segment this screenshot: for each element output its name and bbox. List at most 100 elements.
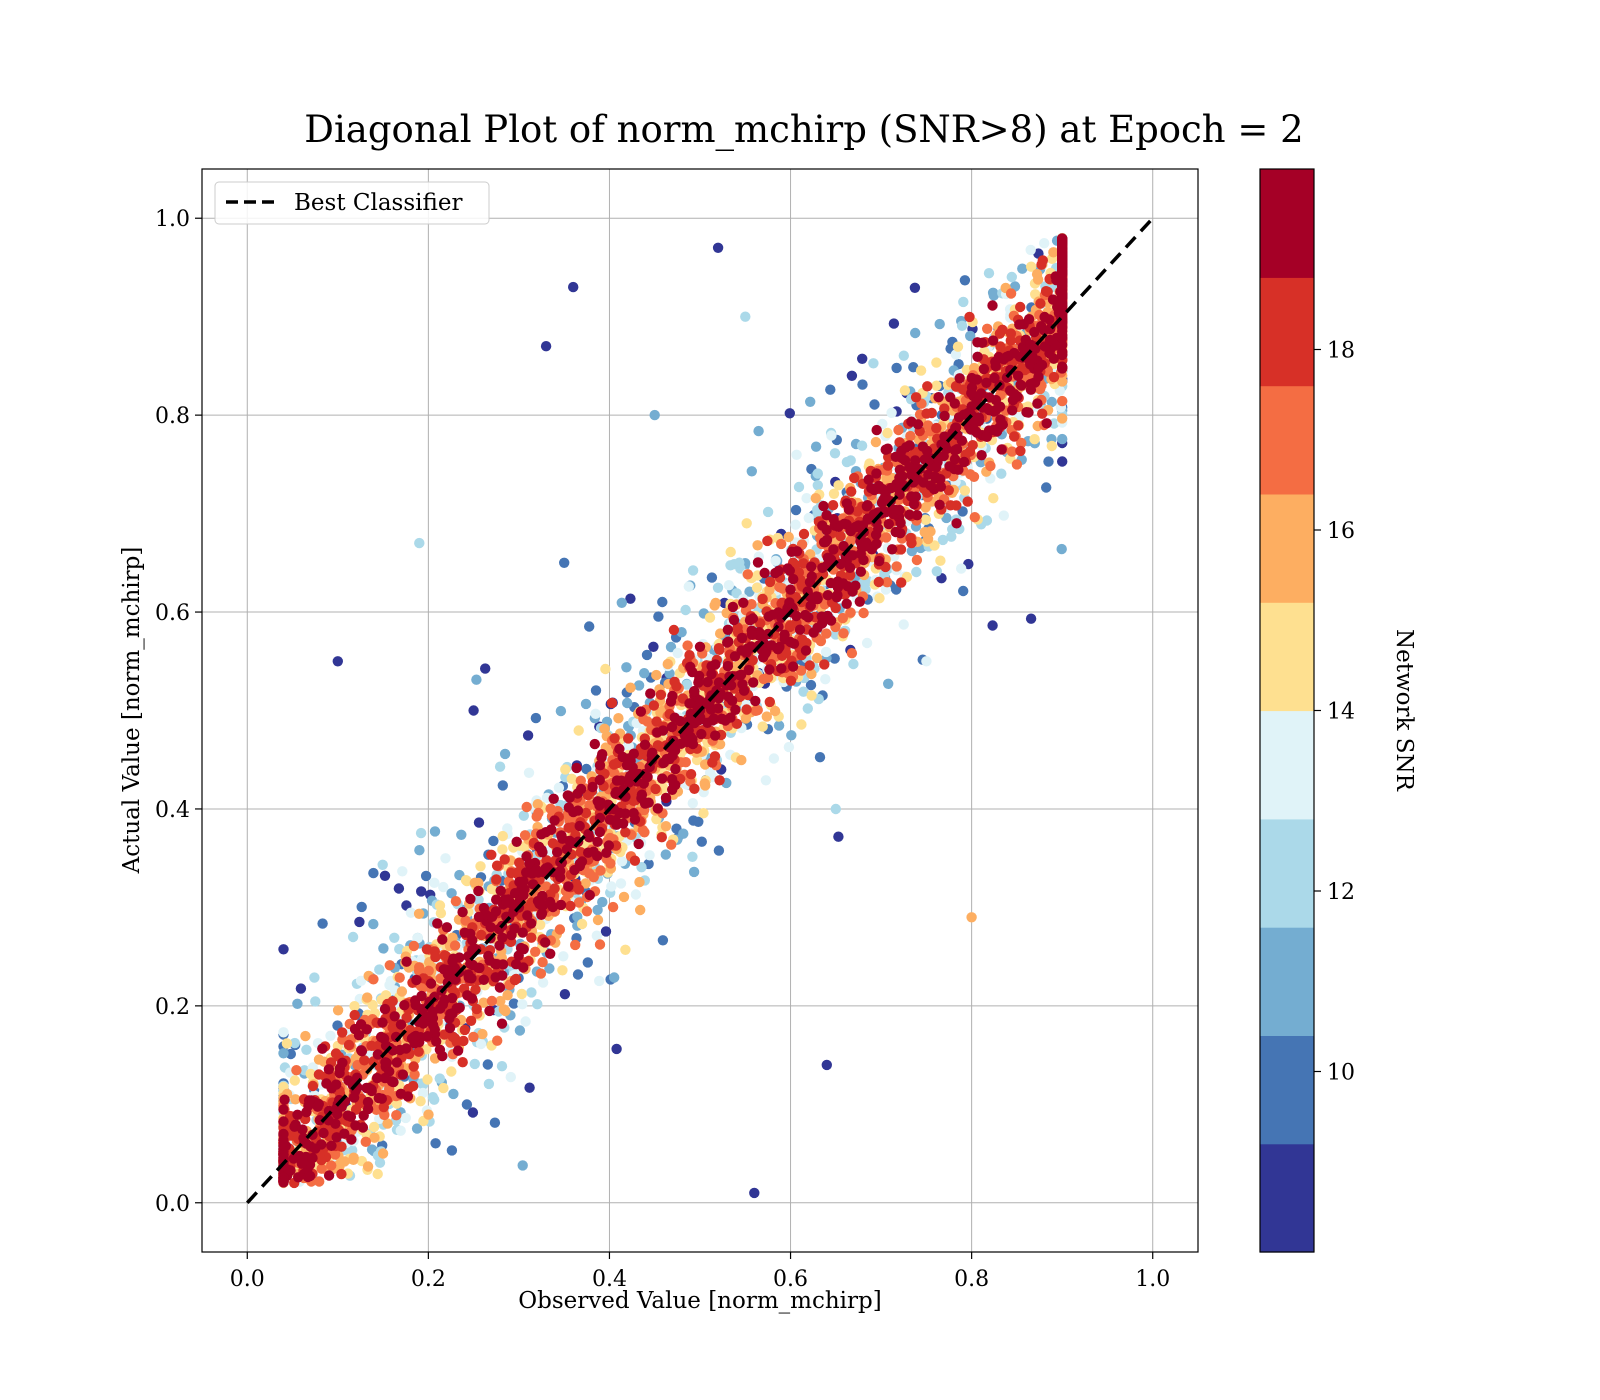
data-point [427,1019,439,1031]
data-point [727,695,738,706]
data-point [387,996,398,1007]
data-point [1036,259,1047,270]
data-point [382,1118,393,1129]
data-point [332,656,343,667]
data-point [987,300,998,311]
data-point [983,268,995,279]
data-point [608,759,620,770]
data-point [723,580,735,591]
data-point [625,682,636,693]
data-point [590,685,602,696]
data-point [830,602,841,614]
data-point [1042,286,1053,298]
data-point [609,733,620,744]
data-point [573,725,584,736]
data-point [752,557,764,568]
data-point [710,730,721,741]
data-point [908,362,919,373]
data-point [929,540,940,551]
data-point [446,1066,457,1077]
data-point [607,901,619,913]
data-point [448,1088,459,1100]
data-point [574,820,585,832]
data-point [788,573,799,585]
data-point [633,680,645,691]
data-point [1003,350,1014,362]
data-point [1033,371,1044,382]
data-point [911,566,922,578]
data-point [535,968,547,979]
data-point [581,906,593,917]
data-point [776,538,787,550]
data-point [680,604,691,616]
data-point [1057,413,1068,424]
data-point [862,500,873,511]
data-point [833,480,844,491]
data-point [461,1099,473,1110]
data-point [982,323,993,334]
data-point [665,641,677,653]
data-point [894,472,905,483]
data-point [953,412,965,423]
data-point [805,396,816,407]
data-point [736,632,748,644]
data-point [743,664,754,676]
data-point [825,577,836,589]
data-point [435,908,447,919]
data-point [368,1121,380,1133]
data-point [741,518,752,529]
data-point [413,908,425,919]
data-point [384,960,395,971]
data-point [413,1046,424,1057]
data-point [372,1168,383,1180]
data-point [1026,261,1037,272]
data-point [526,932,537,943]
data-point [654,741,666,752]
data-point [709,751,721,762]
data-point [802,703,813,714]
data-point [417,1087,429,1099]
data-point [753,425,764,437]
data-point [555,705,567,717]
data-point [935,481,947,492]
data-point [559,557,570,568]
data-point [671,681,682,692]
data-point [473,894,484,905]
data-point [846,486,857,497]
data-point [494,940,505,951]
data-point [396,986,408,997]
data-point [317,918,328,929]
data-point [783,531,794,543]
data-point [931,566,942,577]
data-point [609,972,620,983]
data-point [1043,456,1054,467]
data-point [855,566,867,577]
data-point [334,1067,345,1079]
data-point [939,431,950,442]
data-point [934,318,945,330]
data-point [457,1057,468,1068]
data-point [470,984,481,995]
data-point [611,1043,622,1055]
data-point [656,832,667,843]
data-point [921,445,933,457]
data-point [301,1044,312,1056]
data-point [606,881,617,892]
data-point [793,481,805,493]
data-point [848,658,859,670]
data-point [841,598,852,609]
data-point [452,1045,464,1056]
data-point [997,324,1008,335]
data-point [416,886,427,897]
data-point [540,341,552,352]
data-point [581,763,592,775]
data-point [949,454,961,465]
data-point [736,754,747,766]
data-point [910,327,921,339]
data-point [801,493,812,504]
data-point [740,311,751,322]
data-point [391,1057,403,1068]
data-point [424,996,435,1007]
data-point [292,998,303,1009]
data-point [845,607,856,618]
